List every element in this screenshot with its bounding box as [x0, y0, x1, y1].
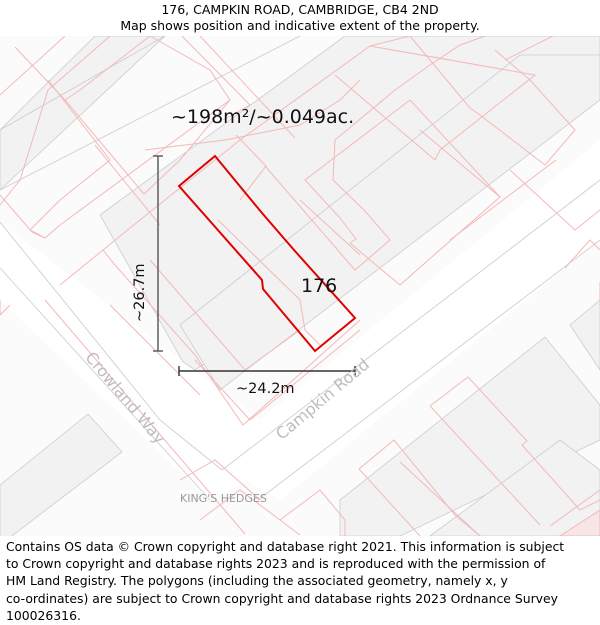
map-subtitle: Map shows position and indicative extent…: [120, 18, 480, 33]
height-dimension-line: [153, 155, 163, 352]
parcel-boundaries: [0, 36, 600, 536]
map-header: 176, CAMPKIN ROAD, CAMBRIDGE, CB4 2ND Ma…: [0, 0, 600, 36]
parcel-corner: [559, 509, 600, 536]
property-boundary[interactable]: [177, 154, 357, 353]
district-label: KING'S HEDGES: [180, 492, 267, 505]
width-measure-label: ~24.2m: [236, 381, 295, 397]
property-address: 176, CAMPKIN ROAD, CAMBRIDGE, CB4 2ND: [161, 2, 439, 17]
buildings: [0, 36, 600, 536]
copyright-notice: Contains OS data © Crown copyright and d…: [6, 538, 596, 624]
copyright-line: co-ordinates) are subject to Crown copyr…: [6, 590, 558, 606]
plot-number-label: 176: [301, 275, 338, 297]
road-edges: [0, 36, 600, 501]
height-measure-label: ~26.7m: [132, 263, 148, 322]
copyright-line: 100026316.: [6, 607, 81, 623]
area-label: ~198m²/~0.049ac.: [171, 106, 355, 128]
copyright-line: HM Land Registry. The polygons (includin…: [6, 573, 508, 589]
copyright-line: to Crown copyright and database rights 2…: [6, 556, 546, 572]
width-dimension-line: [178, 366, 356, 376]
property-map[interactable]: ~198m²/~0.049ac. 176 ~26.7m ~24.2m Crowl…: [0, 36, 600, 536]
map-canvas: [0, 36, 600, 536]
copyright-line: Contains OS data © Crown copyright and d…: [6, 539, 565, 554]
